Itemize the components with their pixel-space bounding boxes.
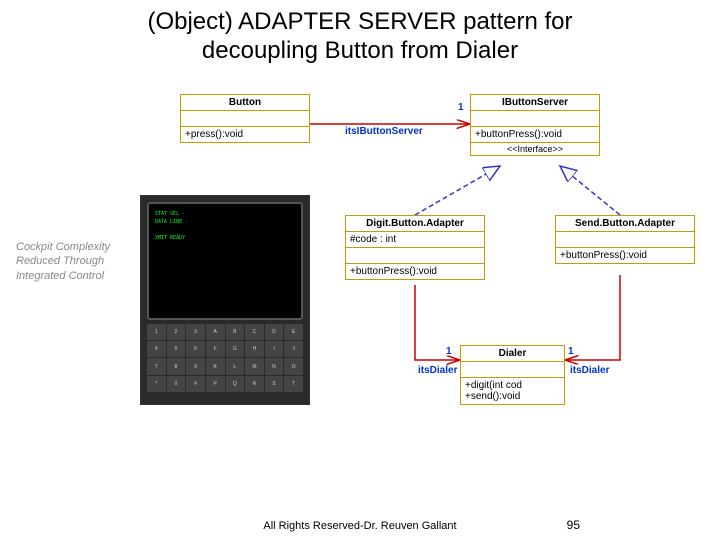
class-ibuttonserver-stereo: <<Interface>> — [471, 143, 599, 155]
screen-l3: XMIT READY — [155, 235, 185, 241]
device-image: STAT SEL - DATA LINE - XMIT READY 123ABC… — [140, 195, 310, 405]
class-button-ops: +press():void — [181, 127, 309, 142]
key: 1 — [147, 324, 166, 340]
class-dialer-ops: +digit(int cod +send():void — [461, 378, 564, 404]
label-one-b2: 1 — [568, 346, 574, 357]
key: F — [206, 341, 225, 357]
key: J — [284, 341, 303, 357]
key: N — [265, 358, 284, 374]
cockpit-l1: Cockpit Complexity — [16, 241, 110, 253]
key: 6 — [186, 341, 205, 357]
class-send-adapter: Send.Button.Adapter +buttonPress():void — [555, 215, 695, 264]
key: 3 — [186, 324, 205, 340]
device-keypad: 123ABCDE 456FGHIJ 789KLMNO *0#PQRST — [147, 324, 303, 393]
class-send-adapter-ops: +buttonPress():void — [556, 248, 694, 263]
screen-text: STAT SEL - DATA LINE - XMIT READY — [149, 204, 301, 248]
class-send-adapter-attrs — [556, 232, 694, 248]
key: S — [265, 376, 284, 392]
title-line2: decoupling Button from Dialer — [202, 37, 518, 64]
label-one-top: 1 — [458, 102, 464, 113]
dialer-op2: +send():void — [465, 391, 520, 402]
class-button: Button +press():void — [180, 94, 310, 143]
key: G — [226, 341, 245, 357]
class-ibuttonserver-ops: +buttonPress():void — [471, 127, 599, 143]
key: Q — [226, 376, 245, 392]
cockpit-caption: Cockpit Complexity Reduced Through Integ… — [16, 240, 110, 283]
dialer-op1: +digit(int cod — [465, 380, 522, 391]
key: # — [186, 376, 205, 392]
label-itsdialer1: itsDialer — [418, 365, 457, 376]
page-title: (Object) ADAPTER SERVER pattern for deco… — [0, 0, 720, 66]
class-ibuttonserver-name: IButtonServer — [471, 95, 599, 111]
class-digit-adapter-ops: +buttonPress():void — [346, 264, 484, 279]
key: C — [245, 324, 264, 340]
connectors-svg — [0, 80, 720, 500]
uml-diagram: Button +press():void IButtonServer +butt… — [0, 80, 720, 500]
key: 7 — [147, 358, 166, 374]
key: A — [206, 324, 225, 340]
class-button-attrs — [181, 111, 309, 127]
class-digit-adapter-attrs: #code : int — [346, 232, 484, 248]
class-ibuttonserver-attrs — [471, 111, 599, 127]
key: I — [265, 341, 284, 357]
cockpit-l2: Reduced Through — [16, 255, 104, 267]
label-one-b1: 1 — [446, 346, 452, 357]
key: * — [147, 376, 166, 392]
class-ibuttonserver: IButtonServer +buttonPress():void <<Inte… — [470, 94, 600, 156]
key: L — [226, 358, 245, 374]
page-number: 95 — [567, 518, 580, 532]
class-dialer: Dialer +digit(int cod +send():void — [460, 345, 565, 405]
key: D — [265, 324, 284, 340]
class-send-adapter-name: Send.Button.Adapter — [556, 216, 694, 232]
key: H — [245, 341, 264, 357]
key: 9 — [186, 358, 205, 374]
key: K — [206, 358, 225, 374]
label-itsibuttonserver: itsIButtonServer — [345, 126, 423, 137]
key: 5 — [167, 341, 186, 357]
key: R — [245, 376, 264, 392]
key: 2 — [167, 324, 186, 340]
title-line1: (Object) ADAPTER SERVER pattern for — [147, 8, 572, 35]
key: T — [284, 376, 303, 392]
key: E — [284, 324, 303, 340]
label-itsdialer2: itsDialer — [570, 365, 609, 376]
class-dialer-name: Dialer — [461, 346, 564, 362]
class-digit-adapter-name: Digit.Button.Adapter — [346, 216, 484, 232]
screen-l2: DATA LINE - — [155, 219, 188, 225]
key: M — [245, 358, 264, 374]
key: 8 — [167, 358, 186, 374]
class-dialer-attrs — [461, 362, 564, 378]
class-digit-adapter: Digit.Button.Adapter #code : int +button… — [345, 215, 485, 280]
key: P — [206, 376, 225, 392]
footer-text: All Rights Reserved-Dr. Reuven Gallant — [0, 520, 720, 532]
key: B — [226, 324, 245, 340]
class-button-name: Button — [181, 95, 309, 111]
key: 0 — [167, 376, 186, 392]
device-screen: STAT SEL - DATA LINE - XMIT READY — [147, 202, 303, 320]
key: O — [284, 358, 303, 374]
screen-l1: STAT SEL - — [155, 211, 185, 217]
class-digit-adapter-sep — [346, 248, 484, 264]
cockpit-l3: Integrated Control — [16, 270, 104, 282]
key: 4 — [147, 341, 166, 357]
